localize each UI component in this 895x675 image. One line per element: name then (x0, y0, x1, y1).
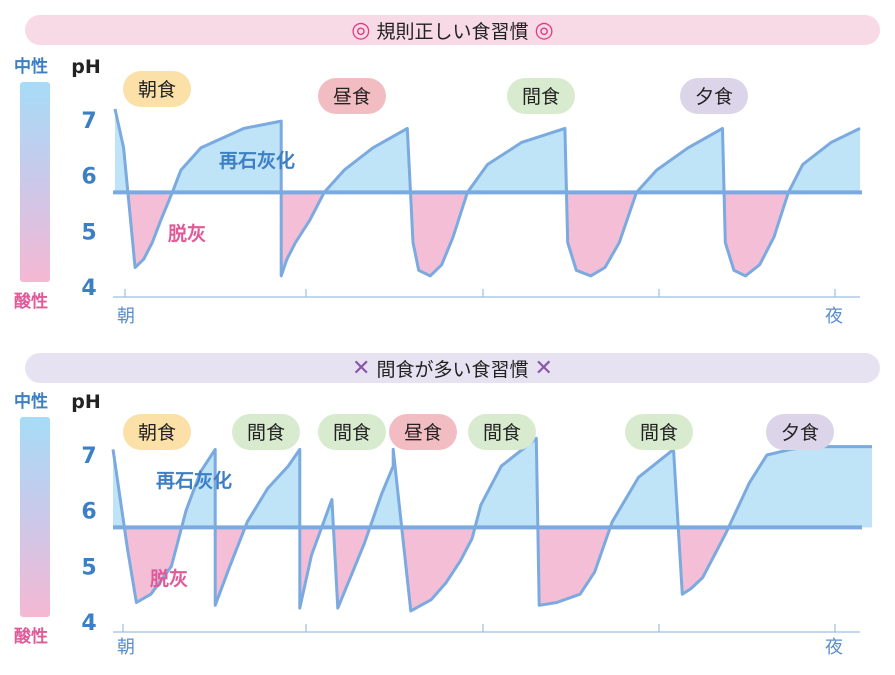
cross-icon: ✕ (534, 355, 553, 381)
y-axis-label: pH (71, 56, 101, 78)
acidic-label: 酸性 (14, 627, 48, 647)
remineralization-area (115, 108, 860, 193)
demineralization-area (115, 192, 860, 276)
meal-label: 間食 (483, 422, 521, 444)
chart-group (113, 71, 862, 298)
meal-label: 朝食 (138, 79, 176, 101)
y-tick-label: 4 (81, 276, 96, 301)
x-label-night: 夜 (825, 306, 843, 327)
demineralization-label: 脱灰 (150, 567, 188, 590)
acidic-label: 酸性 (14, 292, 48, 312)
meal-badge (766, 414, 834, 450)
double-circle-icon: ◎ (534, 17, 554, 43)
meal-badge (123, 414, 191, 450)
meal-label: 昼食 (333, 86, 371, 108)
ph-series-line (111, 436, 872, 613)
x-label-night: 夜 (825, 637, 843, 658)
chart-title: 規則正しい食習慣 (376, 20, 529, 43)
y-tick-label: 7 (81, 109, 96, 134)
banner-regular: ◎ 規則正しい食習慣 ◎ (25, 15, 880, 45)
meal-label: 間食 (333, 422, 371, 444)
chart-title: 間食が多い食習慣 (376, 358, 529, 381)
ph-series-line (113, 108, 861, 278)
meal-badge (625, 414, 693, 450)
chart-group (111, 414, 872, 633)
y-tick-label: 4 (81, 611, 96, 636)
ph-gradient-scale (20, 82, 50, 282)
meal-label: 朝食 (138, 422, 176, 444)
y-axis-label: pH (71, 391, 101, 413)
neutral-label: 中性 (14, 392, 48, 412)
meal-label: 間食 (247, 422, 285, 444)
banner-snacking: ✕ 間食が多い食習慣 ✕ (25, 353, 880, 383)
y-tick-label: 7 (81, 444, 96, 469)
double-circle-icon: ◎ (351, 17, 371, 43)
y-tick-label: 5 (81, 220, 96, 245)
meal-label: 間食 (522, 86, 560, 108)
meal-label: 夕食 (781, 422, 819, 444)
meal-badge (389, 414, 457, 450)
x-label-morning: 朝 (117, 637, 135, 658)
meal-badge (232, 414, 300, 450)
cross-icon: ✕ (352, 355, 371, 381)
remineralization-area (113, 438, 872, 528)
y-tick-label: 6 (81, 165, 96, 190)
remineralization-label: 再石灰化 (219, 149, 295, 172)
meal-badge (680, 78, 748, 114)
meal-badge (123, 71, 191, 107)
meal-label: 昼食 (404, 422, 442, 444)
y-tick-label: 6 (81, 500, 96, 525)
meal-badge (318, 414, 386, 450)
y-tick-label: 5 (81, 555, 96, 580)
demineralization-label: 脱灰 (168, 222, 206, 245)
meal-badge (468, 414, 536, 450)
meal-badge (507, 78, 575, 114)
ph-gradient-scale (20, 417, 50, 617)
meal-badge (318, 78, 386, 114)
remineralization-label: 再石灰化 (156, 469, 232, 492)
neutral-label: 中性 (14, 57, 48, 77)
x-label-morning: 朝 (117, 306, 135, 327)
meal-label: 間食 (640, 422, 678, 444)
meal-label: 夕食 (695, 86, 733, 108)
